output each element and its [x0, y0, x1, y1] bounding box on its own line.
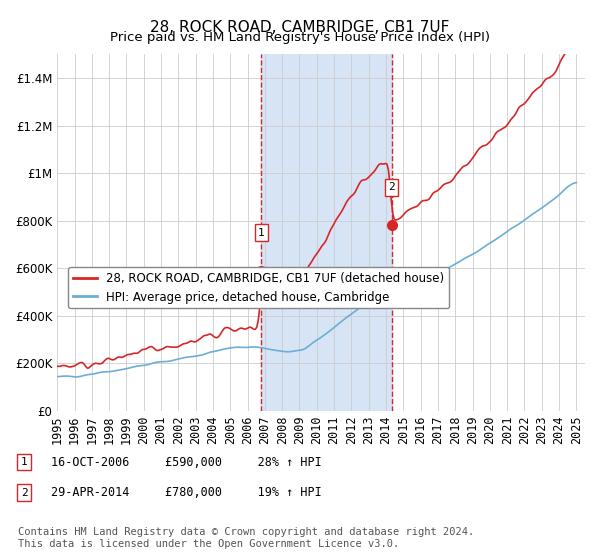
Text: Price paid vs. HM Land Registry's House Price Index (HPI): Price paid vs. HM Land Registry's House …: [110, 31, 490, 44]
Text: 1: 1: [20, 457, 28, 467]
Legend: 28, ROCK ROAD, CAMBRIDGE, CB1 7UF (detached house), HPI: Average price, detached: 28, ROCK ROAD, CAMBRIDGE, CB1 7UF (detac…: [68, 267, 449, 309]
Text: 2: 2: [388, 183, 395, 192]
Text: Contains HM Land Registry data © Crown copyright and database right 2024.
This d: Contains HM Land Registry data © Crown c…: [18, 527, 474, 549]
Bar: [261, 54, 392, 411]
Text: 29-APR-2014     £780,000     19% ↑ HPI: 29-APR-2014 £780,000 19% ↑ HPI: [51, 486, 322, 500]
Text: 16-OCT-2006     £590,000     28% ↑ HPI: 16-OCT-2006 £590,000 28% ↑ HPI: [51, 455, 322, 469]
Text: 2: 2: [20, 488, 28, 498]
Text: 28, ROCK ROAD, CAMBRIDGE, CB1 7UF: 28, ROCK ROAD, CAMBRIDGE, CB1 7UF: [151, 20, 449, 35]
Text: 1: 1: [258, 227, 265, 237]
